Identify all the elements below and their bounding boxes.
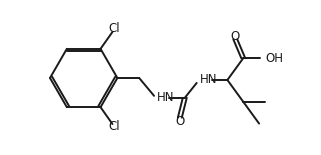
Text: HN: HN bbox=[157, 91, 175, 104]
Text: O: O bbox=[231, 30, 240, 43]
Text: Cl: Cl bbox=[108, 22, 120, 35]
Text: Cl: Cl bbox=[108, 120, 120, 133]
Text: HN: HN bbox=[200, 73, 217, 86]
Text: O: O bbox=[175, 115, 185, 128]
Text: OH: OH bbox=[265, 52, 283, 65]
